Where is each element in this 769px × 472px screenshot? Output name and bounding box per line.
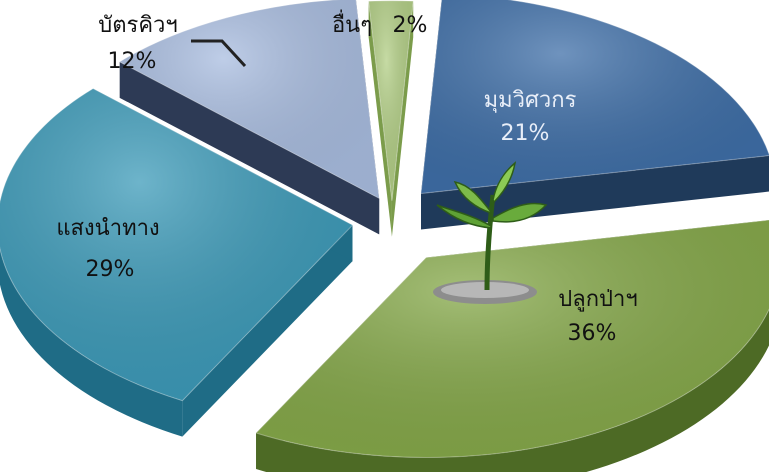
label-guide-light: แสงนำทาง 29%	[56, 216, 159, 282]
slice-wall	[368, 1, 392, 237]
label-name: บัตรคิวฯ	[98, 13, 178, 38]
slice-shine	[368, 0, 414, 201]
slice-wall	[119, 61, 380, 235]
slice-shine	[421, 0, 769, 194]
label-pct: 36%	[568, 321, 617, 346]
slice-rim	[0, 248, 183, 437]
leader-line	[191, 39, 247, 68]
label-forest: ปลูกป่าฯ 36%	[558, 287, 637, 346]
label-name: มุมวิศวกร	[484, 88, 577, 113]
label-pct: 29%	[86, 257, 135, 282]
slice-shine	[119, 0, 380, 199]
seedling-icon	[433, 161, 548, 304]
label-queue-card: บัตรคิวฯ 12%	[98, 13, 178, 74]
label-engineer: มุมวิศวกร 21%	[484, 88, 577, 146]
label-other: อื่นๆ 2%	[332, 9, 427, 38]
slice-guide-light	[0, 88, 354, 437]
label-name: ปลูกป่าฯ	[558, 287, 637, 312]
slice-rim	[256, 309, 769, 472]
slice-shine	[256, 220, 769, 458]
slice-wall	[182, 225, 353, 437]
label-pct: 12%	[108, 49, 157, 74]
label-name: อื่นๆ	[332, 9, 372, 38]
label-pct: 2%	[393, 13, 428, 38]
label-pct: 21%	[501, 121, 550, 146]
slice-shine	[0, 88, 353, 401]
slice-other	[368, 0, 414, 237]
slice-queue-card	[118, 0, 380, 235]
slice-wall	[391, 1, 414, 237]
slice-forest	[255, 219, 769, 472]
label-name: แสงนำทาง	[56, 216, 159, 241]
